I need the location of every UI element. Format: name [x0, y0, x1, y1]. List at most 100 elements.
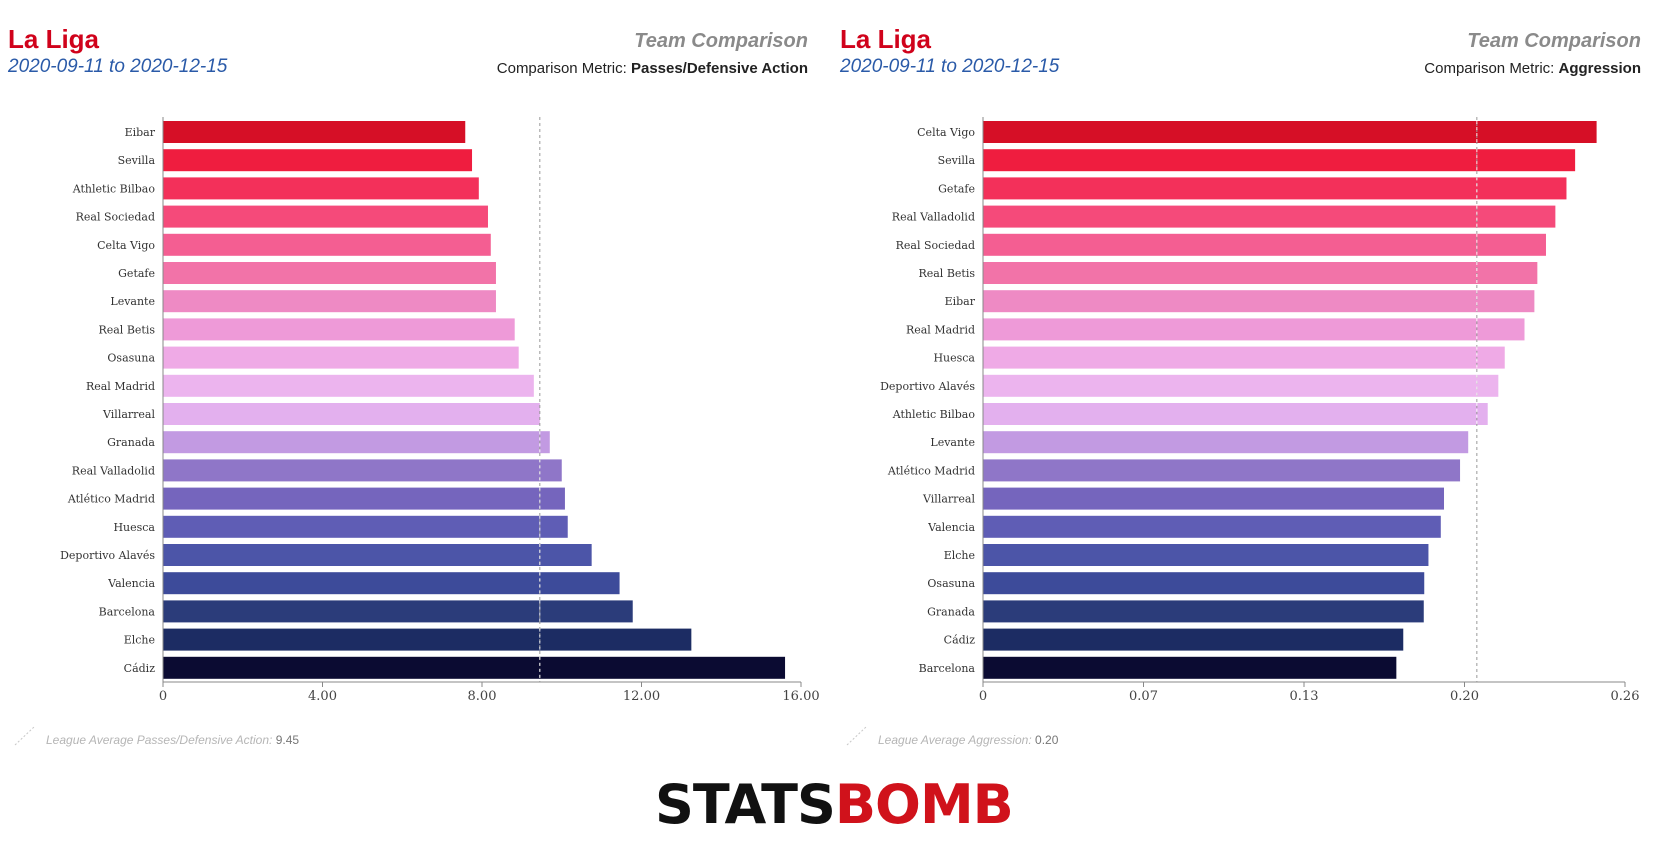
- category-label: Getafe: [938, 182, 975, 195]
- bar: [983, 149, 1576, 172]
- bar: [163, 346, 519, 369]
- bar: [163, 403, 540, 425]
- category-label: Real Madrid: [86, 380, 155, 393]
- category-label: Real Sociedad: [76, 211, 155, 224]
- league-average-value: 9.45: [275, 733, 300, 747]
- league-title: La Liga: [8, 24, 100, 54]
- category-label: Villarreal: [102, 408, 155, 421]
- category-label: Huesca: [113, 521, 155, 534]
- bar: [163, 149, 473, 172]
- bar: [163, 431, 550, 454]
- category-label: Huesca: [933, 352, 975, 365]
- league-average-note: League Average Aggression: 0.20: [878, 733, 1058, 747]
- bar: [983, 572, 1425, 595]
- panel-title: Team Comparison: [1467, 30, 1641, 52]
- bar: [163, 121, 466, 143]
- category-label: Osasuna: [927, 577, 975, 590]
- bar: [163, 572, 620, 595]
- bar: [983, 515, 1441, 538]
- metric-name: Aggression: [1558, 60, 1641, 77]
- category-label: Levante: [110, 295, 155, 308]
- league-title: La Liga: [840, 24, 932, 54]
- bar-chart-aggression: Celta Vigo Sevilla Getafe Real Valladolid Re…: [880, 117, 1640, 700]
- category-label: Sevilla: [938, 154, 976, 167]
- statsbomb-logo: STATS BOMB: [655, 773, 1014, 836]
- bar: [163, 487, 565, 510]
- category-label: Eibar: [125, 126, 156, 139]
- category-label: Sevilla: [118, 154, 156, 167]
- bar: [163, 628, 692, 651]
- x-tick-label: 0.20: [1450, 689, 1479, 700]
- category-label: Osasuna: [107, 352, 155, 365]
- category-label: Villarreal: [922, 493, 975, 506]
- x-tick-label: 16.00: [782, 689, 819, 700]
- category-label: Real Valladolid: [892, 211, 975, 224]
- category-label: Athletic Bilbao: [72, 182, 156, 195]
- category-label: Atlético Madrid: [887, 464, 975, 477]
- bar: [983, 656, 1397, 679]
- league-average-note: League Average Passes/Defensive Action: …: [46, 733, 299, 747]
- bar: [163, 374, 534, 397]
- x-tick-label: 0: [159, 689, 167, 700]
- category-label: Levante: [930, 436, 975, 449]
- category-label: Granada: [927, 605, 975, 618]
- bar: [163, 205, 488, 228]
- bar: [163, 177, 479, 200]
- category-label: Celta Vigo: [97, 239, 155, 252]
- bar: [163, 656, 786, 679]
- bar-chart-passes: Eibar Sevilla Athletic Bilbao Real Sociedad…: [60, 117, 820, 700]
- category-label: Eibar: [945, 295, 976, 308]
- league-average-line-icon: [846, 726, 867, 746]
- x-tick-label: 0: [979, 689, 987, 700]
- category-label: Deportivo Alavés: [60, 549, 155, 562]
- category-label: Deportivo Alavés: [880, 380, 975, 393]
- logo-bomb-text: BOMB: [834, 773, 1014, 836]
- chart-panel-right: La Liga 2020-09-11 to 2020-12-15 Team Co…: [832, 0, 1665, 760]
- bar: [983, 459, 1461, 482]
- category-label: Valencia: [107, 577, 155, 590]
- bar: [163, 318, 515, 341]
- category-label: Barcelona: [919, 662, 976, 675]
- bar: [983, 487, 1445, 510]
- bar: [983, 403, 1488, 425]
- bar: [983, 121, 1597, 143]
- metric-prefix: Comparison Metric:: [496, 60, 631, 77]
- x-tick-label: 4.00: [308, 689, 337, 700]
- date-range: 2020-09-11 to 2020-12-15: [8, 56, 228, 77]
- bar: [983, 431, 1469, 454]
- x-tick-label: 0.26: [1611, 689, 1640, 700]
- x-tick-label: 8.00: [468, 689, 497, 700]
- x-tick-label: 0.07: [1129, 689, 1158, 700]
- bar: [983, 262, 1538, 284]
- category-label: Celta Vigo: [917, 126, 975, 139]
- comparison-metric: Comparison Metric: Aggression: [1424, 60, 1641, 77]
- category-label: Real Madrid: [906, 323, 975, 336]
- category-label: Real Sociedad: [896, 239, 975, 252]
- bar: [163, 544, 592, 566]
- league-average-label: League Average Aggression:: [878, 733, 1036, 747]
- bar: [983, 346, 1505, 369]
- bar: [163, 262, 496, 284]
- category-label: Valencia: [927, 521, 975, 534]
- bar: [983, 544, 1429, 566]
- category-label: Granada: [107, 436, 155, 449]
- bar: [163, 233, 491, 256]
- bar: [163, 600, 633, 623]
- date-range: 2020-09-11 to 2020-12-15: [840, 56, 1060, 77]
- category-label: Real Valladolid: [72, 464, 155, 477]
- category-label: Cádiz: [944, 634, 976, 647]
- chart-panel-left: La Liga 2020-09-11 to 2020-12-15 Team Co…: [0, 0, 832, 760]
- bar: [983, 628, 1404, 651]
- panel-title: Team Comparison: [634, 30, 808, 52]
- metric-prefix: Comparison Metric:: [1424, 60, 1559, 77]
- bar: [983, 177, 1567, 200]
- bar: [983, 600, 1424, 623]
- league-average-value: 0.20: [1035, 733, 1059, 747]
- category-label: Cádiz: [124, 662, 156, 675]
- league-average-line-icon: [14, 726, 35, 746]
- category-label: Athletic Bilbao: [892, 408, 976, 421]
- x-tick-label: 0.13: [1290, 689, 1319, 700]
- category-label: Elche: [124, 634, 155, 647]
- bar: [983, 374, 1499, 397]
- x-tick-label: 12.00: [623, 689, 660, 700]
